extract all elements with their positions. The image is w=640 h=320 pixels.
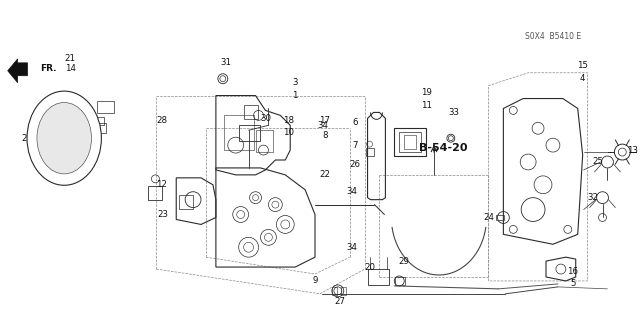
Text: 27: 27 [334,297,346,306]
Text: 30: 30 [260,114,271,123]
Text: 12: 12 [156,180,167,189]
Text: 19: 19 [420,88,431,97]
Bar [396,277,405,285]
Text: 3: 3 [292,78,298,87]
Bar [94,123,106,133]
Bar [394,128,426,156]
Text: 5: 5 [570,279,575,288]
Text: 14: 14 [65,64,76,73]
Text: FR.: FR. [40,64,57,73]
Text: 13: 13 [627,146,637,155]
Text: 28: 28 [156,116,167,125]
Bar [340,287,346,295]
Bar [399,132,421,152]
Bar [365,148,374,156]
Text: 31: 31 [220,58,231,67]
Text: 18: 18 [283,116,294,125]
Text: 17: 17 [319,116,330,125]
Text: 6: 6 [352,118,357,127]
Text: 24: 24 [483,213,494,222]
Text: 34: 34 [346,243,357,252]
Text: 23: 23 [158,210,169,219]
Text: B-54-20: B-54-20 [419,143,468,153]
Text: 34: 34 [346,187,357,196]
Ellipse shape [27,91,101,185]
Text: 22: 22 [319,170,330,180]
Polygon shape [8,59,28,83]
Ellipse shape [37,102,92,174]
Bar [96,117,104,125]
Bar [367,269,389,285]
Text: 32: 32 [587,193,598,202]
Bar [332,287,337,295]
Text: 33: 33 [448,108,460,117]
Bar [255,130,273,152]
Text: 9: 9 [312,276,317,285]
Text: 11: 11 [420,101,431,110]
Text: 7: 7 [352,140,357,150]
Text: 8: 8 [322,131,328,140]
Text: 2: 2 [22,134,28,143]
Bar [148,186,163,200]
Text: 29: 29 [399,257,410,266]
Text: 4: 4 [580,74,586,83]
Bar [239,125,260,141]
Bar [224,116,253,150]
Text: 25: 25 [592,157,603,166]
Text: S0X4  B5410 E: S0X4 B5410 E [525,32,581,41]
Text: 20: 20 [364,263,375,272]
Text: 16: 16 [567,267,579,276]
Bar [404,135,416,149]
Text: 34: 34 [317,121,328,130]
Bar [244,106,257,119]
Text: 26: 26 [349,160,360,170]
Text: 15: 15 [577,61,588,70]
Bar [179,195,193,209]
Bar [497,214,504,220]
Text: 10: 10 [283,128,294,137]
Text: 1: 1 [292,91,298,100]
Text: 21: 21 [65,54,76,63]
